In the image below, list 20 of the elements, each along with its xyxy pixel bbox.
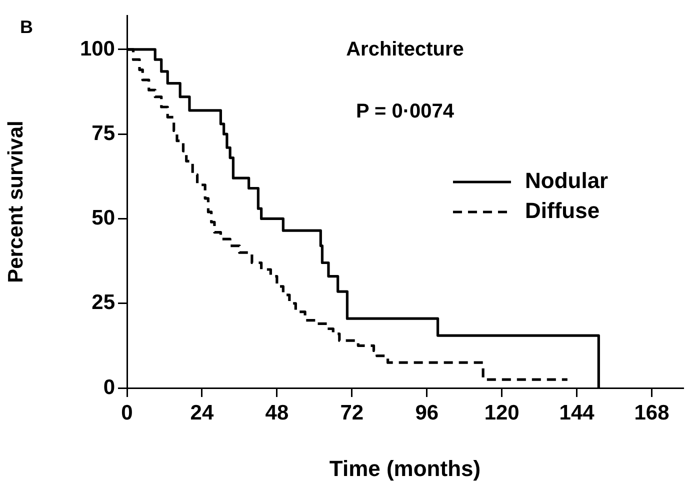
- x-tick-label: 0: [121, 401, 133, 424]
- annotation: P = 0·0074: [356, 100, 455, 123]
- x-tick-label: 168: [634, 401, 670, 424]
- x-tick-label: 96: [415, 401, 439, 424]
- x-tick-label: 144: [559, 401, 595, 424]
- x-tick-label: 24: [190, 401, 214, 424]
- text: B: [20, 16, 33, 37]
- legend-label: Diffuse: [525, 198, 600, 224]
- y-axis-title: Percent survival: [4, 120, 28, 283]
- x-tick-label: 48: [265, 401, 289, 424]
- legend-label: Nodular: [525, 168, 609, 194]
- annotation: Architecture: [346, 38, 464, 61]
- x-tick-label: 120: [484, 401, 520, 424]
- y-tick-label: 50: [92, 206, 115, 230]
- x-tick-label: 72: [340, 401, 364, 424]
- y-tick-label: 75: [92, 122, 116, 145]
- y-tick-label: 100: [80, 37, 115, 60]
- x-axis-title: Time (months): [329, 456, 481, 481]
- y-tick-label: 25: [92, 291, 116, 314]
- y-tick-label: 0: [103, 376, 115, 399]
